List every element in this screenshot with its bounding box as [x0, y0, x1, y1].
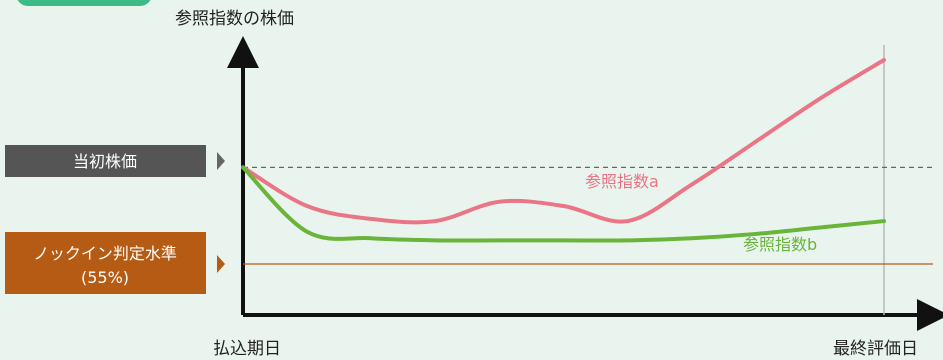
series-label-a: 参照指数a — [585, 172, 659, 191]
series-line-b — [241, 165, 886, 243]
series-line-a — [241, 58, 886, 225]
knock-in-pointer — [217, 255, 225, 273]
knock-in-label: ノックイン判定水準 — [33, 244, 177, 263]
knock-in-sublabel: (55%) — [81, 268, 129, 287]
top-decoration — [17, 0, 151, 6]
knock-in-box — [5, 232, 206, 294]
initial-price-label: 当初株価 — [73, 152, 137, 171]
initial-price-pointer — [217, 152, 225, 170]
x-start-label: 払込期日 — [213, 339, 281, 359]
initial-price-box — [5, 145, 206, 177]
x-end-label: 最終評価日 — [833, 339, 918, 359]
chart-title: 参照指数の株価 — [175, 9, 294, 29]
series-label-b: 参照指数b — [743, 235, 817, 254]
